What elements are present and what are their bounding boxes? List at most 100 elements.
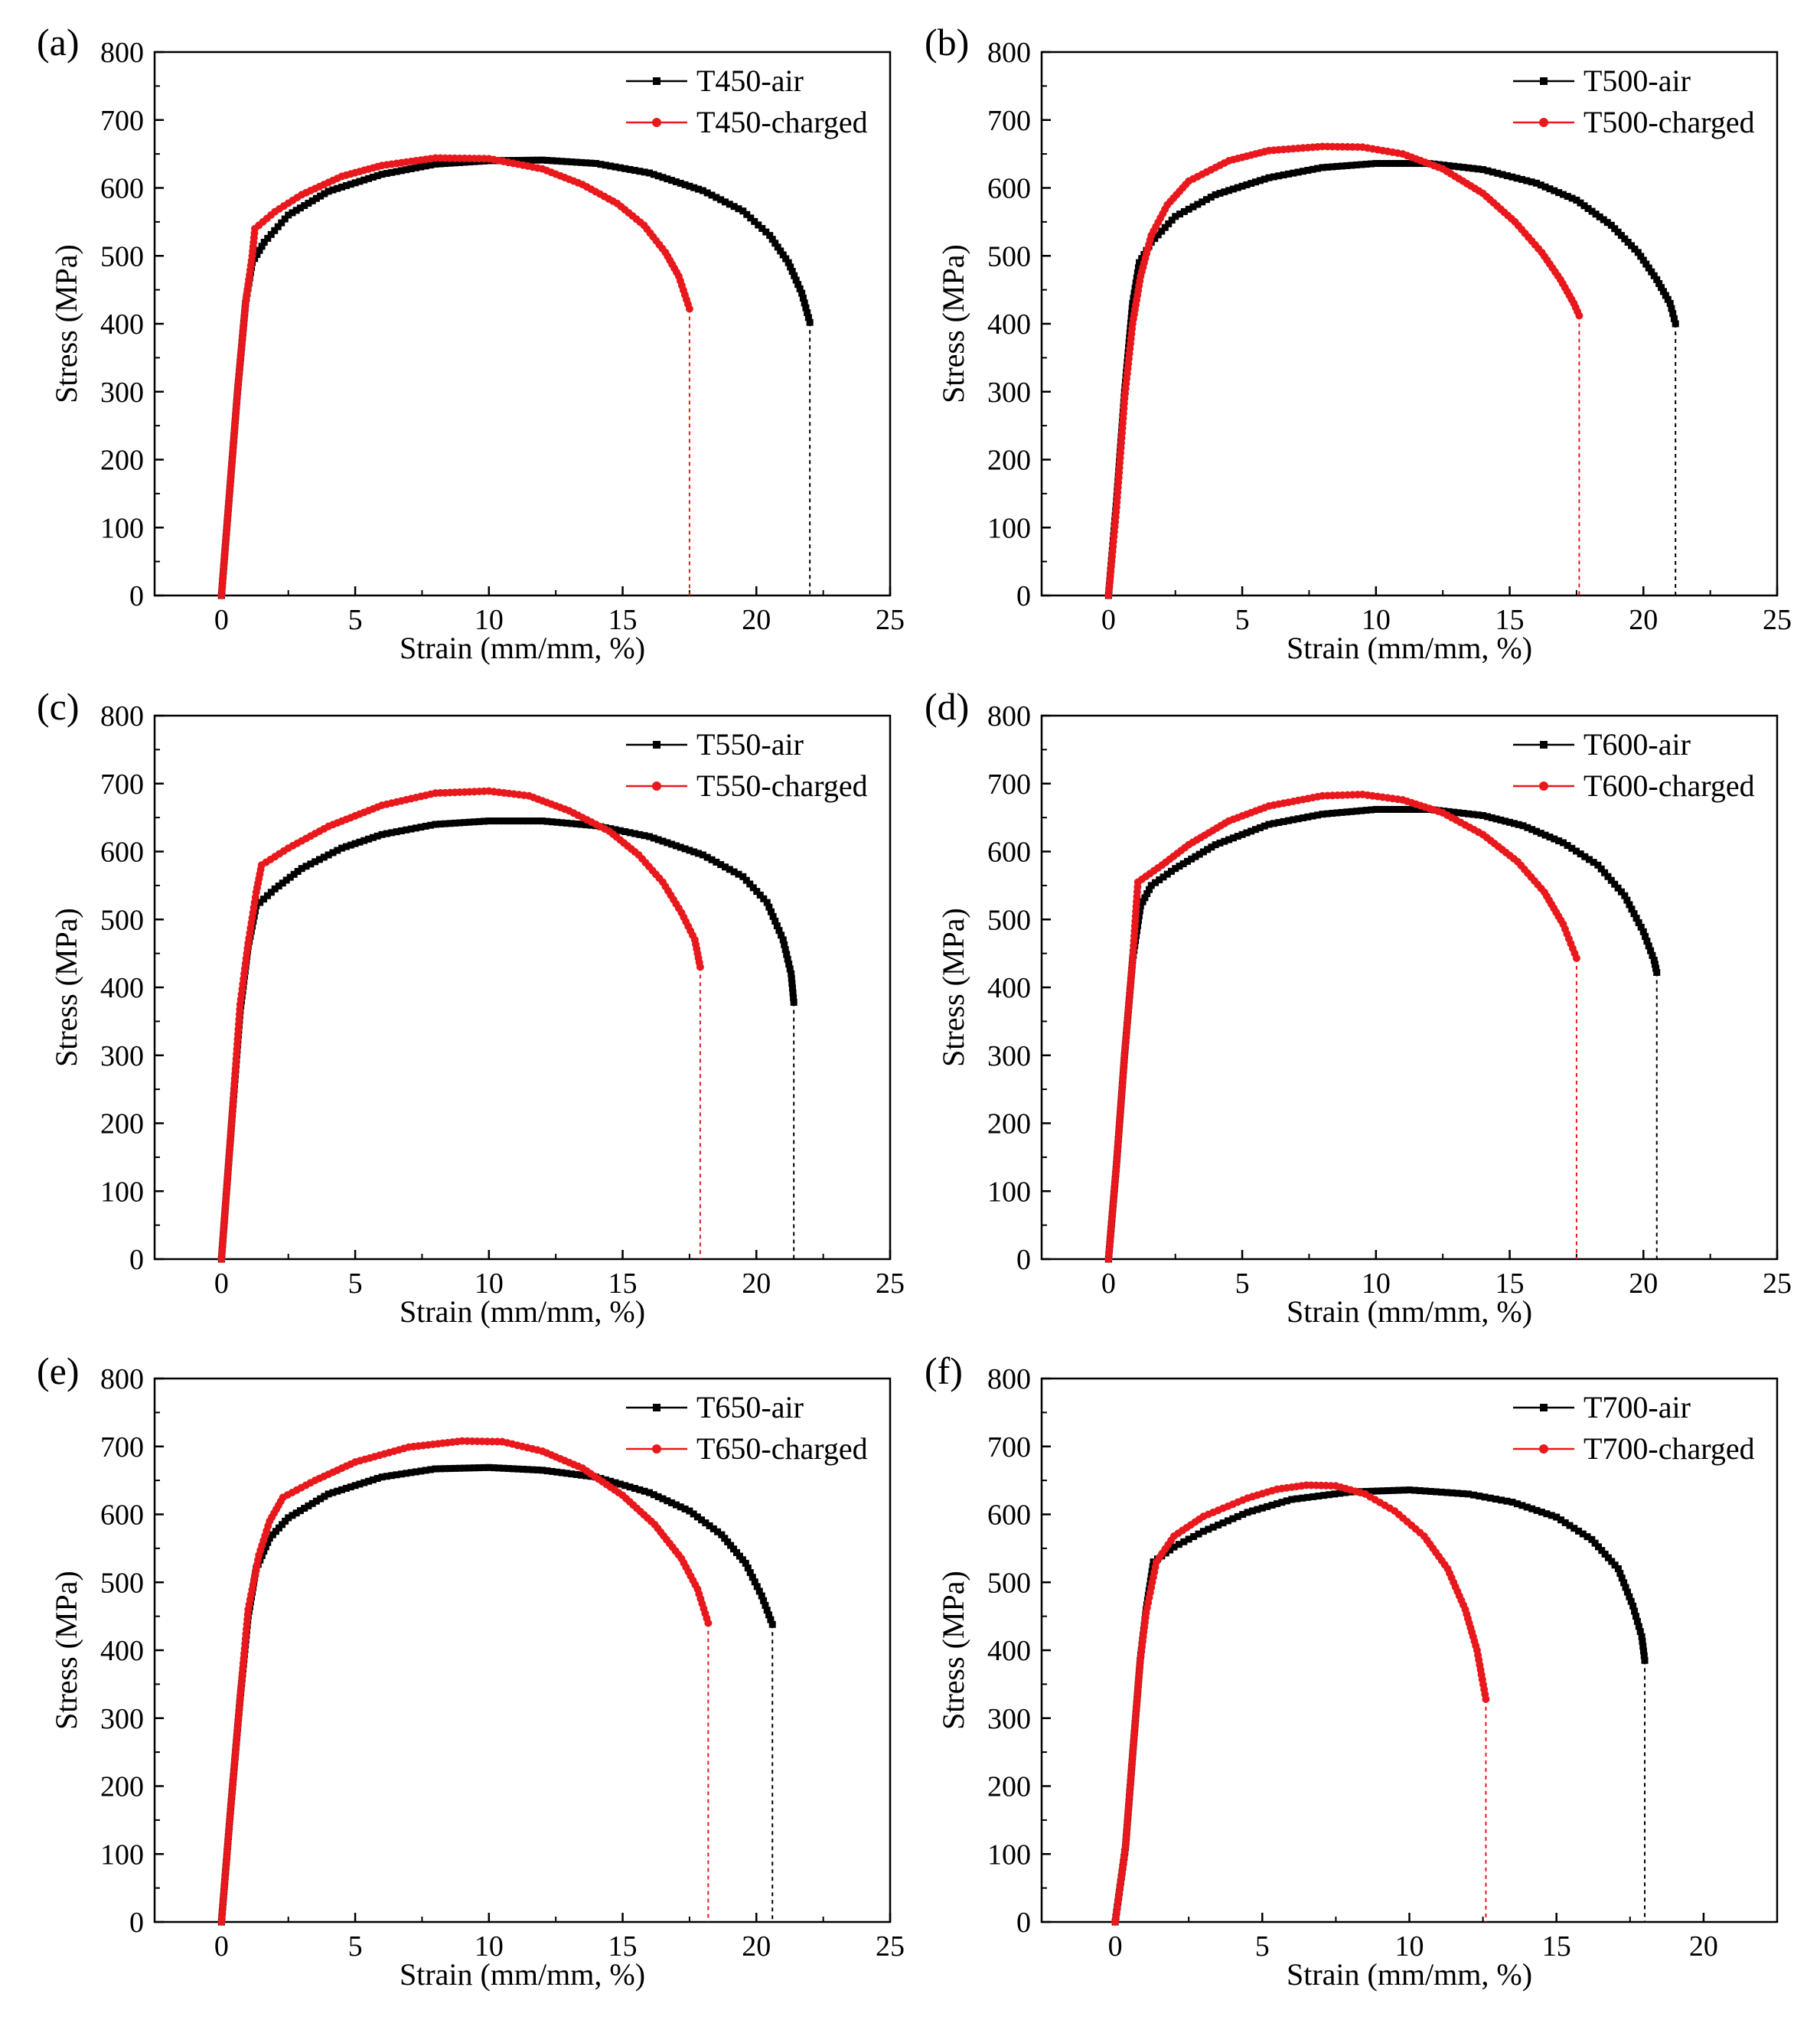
data-point	[1362, 807, 1370, 814]
data-point	[746, 1569, 754, 1577]
data-point	[553, 818, 561, 826]
data-point	[1584, 204, 1592, 212]
panel-letter: (b)	[925, 21, 969, 64]
data-point	[1195, 850, 1203, 858]
data-point	[1622, 1584, 1629, 1591]
data-point	[1270, 820, 1277, 827]
data-point	[1252, 826, 1260, 834]
series-line	[220, 1467, 774, 1923]
series-T700-air	[1111, 1486, 1649, 1926]
data-point	[753, 1583, 761, 1591]
data-point	[1579, 1530, 1587, 1538]
data-point	[256, 246, 263, 254]
data-point	[1172, 213, 1179, 220]
data-point	[1416, 805, 1424, 813]
legend-label: T500-charged	[1584, 105, 1755, 139]
y-tick-label: 100	[100, 1176, 144, 1208]
data-point	[422, 822, 429, 830]
data-point	[1647, 947, 1655, 954]
data-point	[1221, 188, 1228, 196]
legend-label: T450-air	[696, 64, 804, 98]
data-point	[1643, 938, 1651, 945]
y-tick-label: 500	[987, 1567, 1031, 1599]
data-point	[773, 922, 781, 930]
data-point	[1225, 836, 1233, 843]
y-tick-label: 800	[987, 37, 1031, 69]
data-point	[258, 243, 266, 250]
data-point	[329, 186, 337, 194]
series-T600-air	[1104, 805, 1661, 1263]
data-point	[1163, 870, 1171, 878]
data-point	[1411, 805, 1419, 813]
data-point	[1264, 1503, 1271, 1510]
data-point	[351, 179, 359, 187]
data-point	[636, 168, 644, 175]
data-point	[373, 172, 381, 180]
data-point	[718, 1531, 726, 1538]
data-point	[704, 1619, 713, 1627]
data-point	[1338, 162, 1345, 170]
data-point	[1637, 923, 1645, 931]
data-point	[256, 899, 264, 906]
data-point	[1395, 1486, 1403, 1494]
data-point	[388, 1472, 396, 1480]
data-point	[271, 885, 279, 892]
y-tick-label: 600	[987, 173, 1031, 205]
data-point	[490, 1464, 497, 1472]
data-point	[626, 165, 634, 173]
data-point	[338, 844, 346, 852]
data-point	[397, 167, 405, 175]
data-point	[302, 863, 310, 870]
data-point	[659, 1495, 667, 1503]
data-point	[264, 1538, 272, 1546]
x-tick-label: 5	[1255, 1930, 1270, 1963]
data-point	[281, 215, 289, 223]
y-tick-label: 800	[100, 700, 144, 733]
data-point	[1154, 231, 1162, 239]
data-point	[563, 819, 570, 827]
data-point	[1621, 892, 1629, 899]
data-point	[1290, 169, 1297, 177]
data-point	[749, 884, 757, 892]
data-point	[1432, 1488, 1440, 1496]
data-point	[317, 1495, 325, 1503]
data-point	[1611, 880, 1619, 888]
data-point	[308, 197, 316, 204]
data-point	[690, 184, 698, 191]
data-point	[1443, 1489, 1450, 1496]
y-tick-label: 600	[100, 173, 144, 205]
data-point	[788, 974, 795, 982]
data-point	[1133, 269, 1141, 276]
data-point	[1541, 831, 1549, 839]
data-point	[1391, 805, 1399, 813]
y-axis-title: Stress (MPa)	[936, 244, 970, 403]
data-point	[1205, 1525, 1212, 1533]
data-point	[407, 825, 415, 833]
data-point	[1234, 1512, 1241, 1520]
y-tick-label: 800	[987, 1363, 1031, 1395]
data-point	[743, 210, 751, 218]
y-tick-label: 300	[100, 1040, 144, 1072]
data-point	[1638, 1633, 1646, 1640]
data-point	[739, 207, 747, 215]
data-point	[763, 899, 771, 906]
y-tick-label: 500	[100, 1567, 144, 1599]
y-tick-label: 400	[987, 972, 1031, 1004]
data-point	[1635, 1623, 1642, 1630]
panel-letter: (e)	[37, 1349, 80, 1392]
x-tick-label: 10	[1362, 604, 1391, 636]
data-point	[1372, 160, 1380, 168]
data-point	[1588, 1535, 1596, 1543]
chart-panel-f: (f) 0 100 200 300 400 500 600 700 800 0 5 10 15 20 Stra…	[925, 1349, 1779, 1992]
data-point	[782, 255, 790, 263]
data-point	[1421, 1487, 1429, 1495]
data-point	[767, 1616, 775, 1623]
data-point	[1132, 279, 1140, 287]
data-point	[742, 1559, 749, 1567]
data-point	[1639, 928, 1647, 935]
data-point	[1352, 161, 1360, 168]
data-point	[529, 817, 537, 825]
series-T550-charged	[217, 787, 704, 1263]
data-point	[1265, 174, 1273, 181]
x-tick-label: 10	[475, 1268, 504, 1300]
